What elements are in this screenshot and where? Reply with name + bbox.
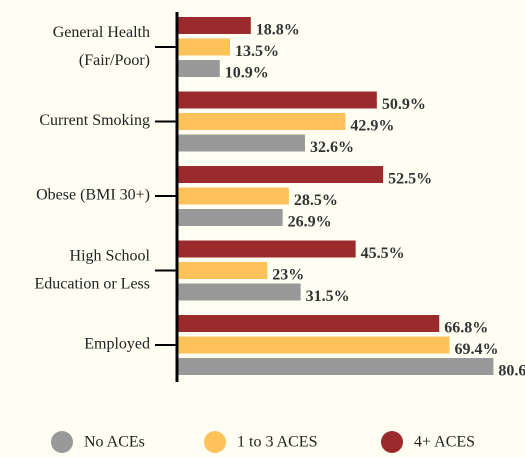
value-label: 50.9%: [382, 96, 426, 113]
bar: [177, 187, 289, 205]
bar: [177, 38, 230, 56]
value-label: 31.5%: [306, 288, 350, 305]
value-label: 69.4%: [454, 341, 498, 358]
bar: [177, 91, 377, 109]
value-label: 80.6%: [498, 363, 525, 380]
value-label: 28.5%: [294, 192, 338, 209]
category-label: Employed: [84, 336, 150, 353]
value-label: 26.9%: [288, 214, 332, 231]
legend-label: 4+ ACES: [414, 434, 475, 451]
value-label: 52.5%: [388, 171, 432, 188]
bar: [177, 209, 283, 226]
legend-marker: [51, 431, 73, 453]
bar: [177, 166, 384, 183]
bar: [177, 60, 220, 77]
value-label: 18.8%: [256, 22, 300, 39]
legend-label: 1 to 3 ACES: [237, 434, 317, 451]
value-label: 66.8%: [444, 320, 488, 337]
legend-marker: [204, 431, 226, 453]
bar: [177, 315, 440, 332]
value-label: 45.5%: [361, 245, 405, 262]
bar: [177, 283, 301, 301]
value-label: 10.9%: [225, 65, 269, 82]
category-label: High School Education or Less: [34, 247, 150, 292]
value-label: 23%: [272, 267, 304, 284]
bar: [177, 262, 268, 279]
bar: [177, 17, 251, 34]
bar: [177, 113, 346, 130]
bar: [177, 358, 494, 375]
bar: [177, 336, 450, 354]
category-label: Current Smoking: [39, 112, 150, 129]
legend-label: No ACEs: [84, 434, 145, 451]
category-label: Obese (BMI 30+): [36, 187, 150, 204]
value-label: 42.9%: [350, 118, 394, 135]
category-label: General Health (Fair/Poor): [53, 24, 150, 69]
value-label: 13.5%: [235, 43, 279, 60]
legend-marker: [381, 431, 403, 453]
bar: [177, 134, 305, 152]
bar: [177, 240, 356, 258]
value-label: 32.6%: [310, 139, 354, 156]
